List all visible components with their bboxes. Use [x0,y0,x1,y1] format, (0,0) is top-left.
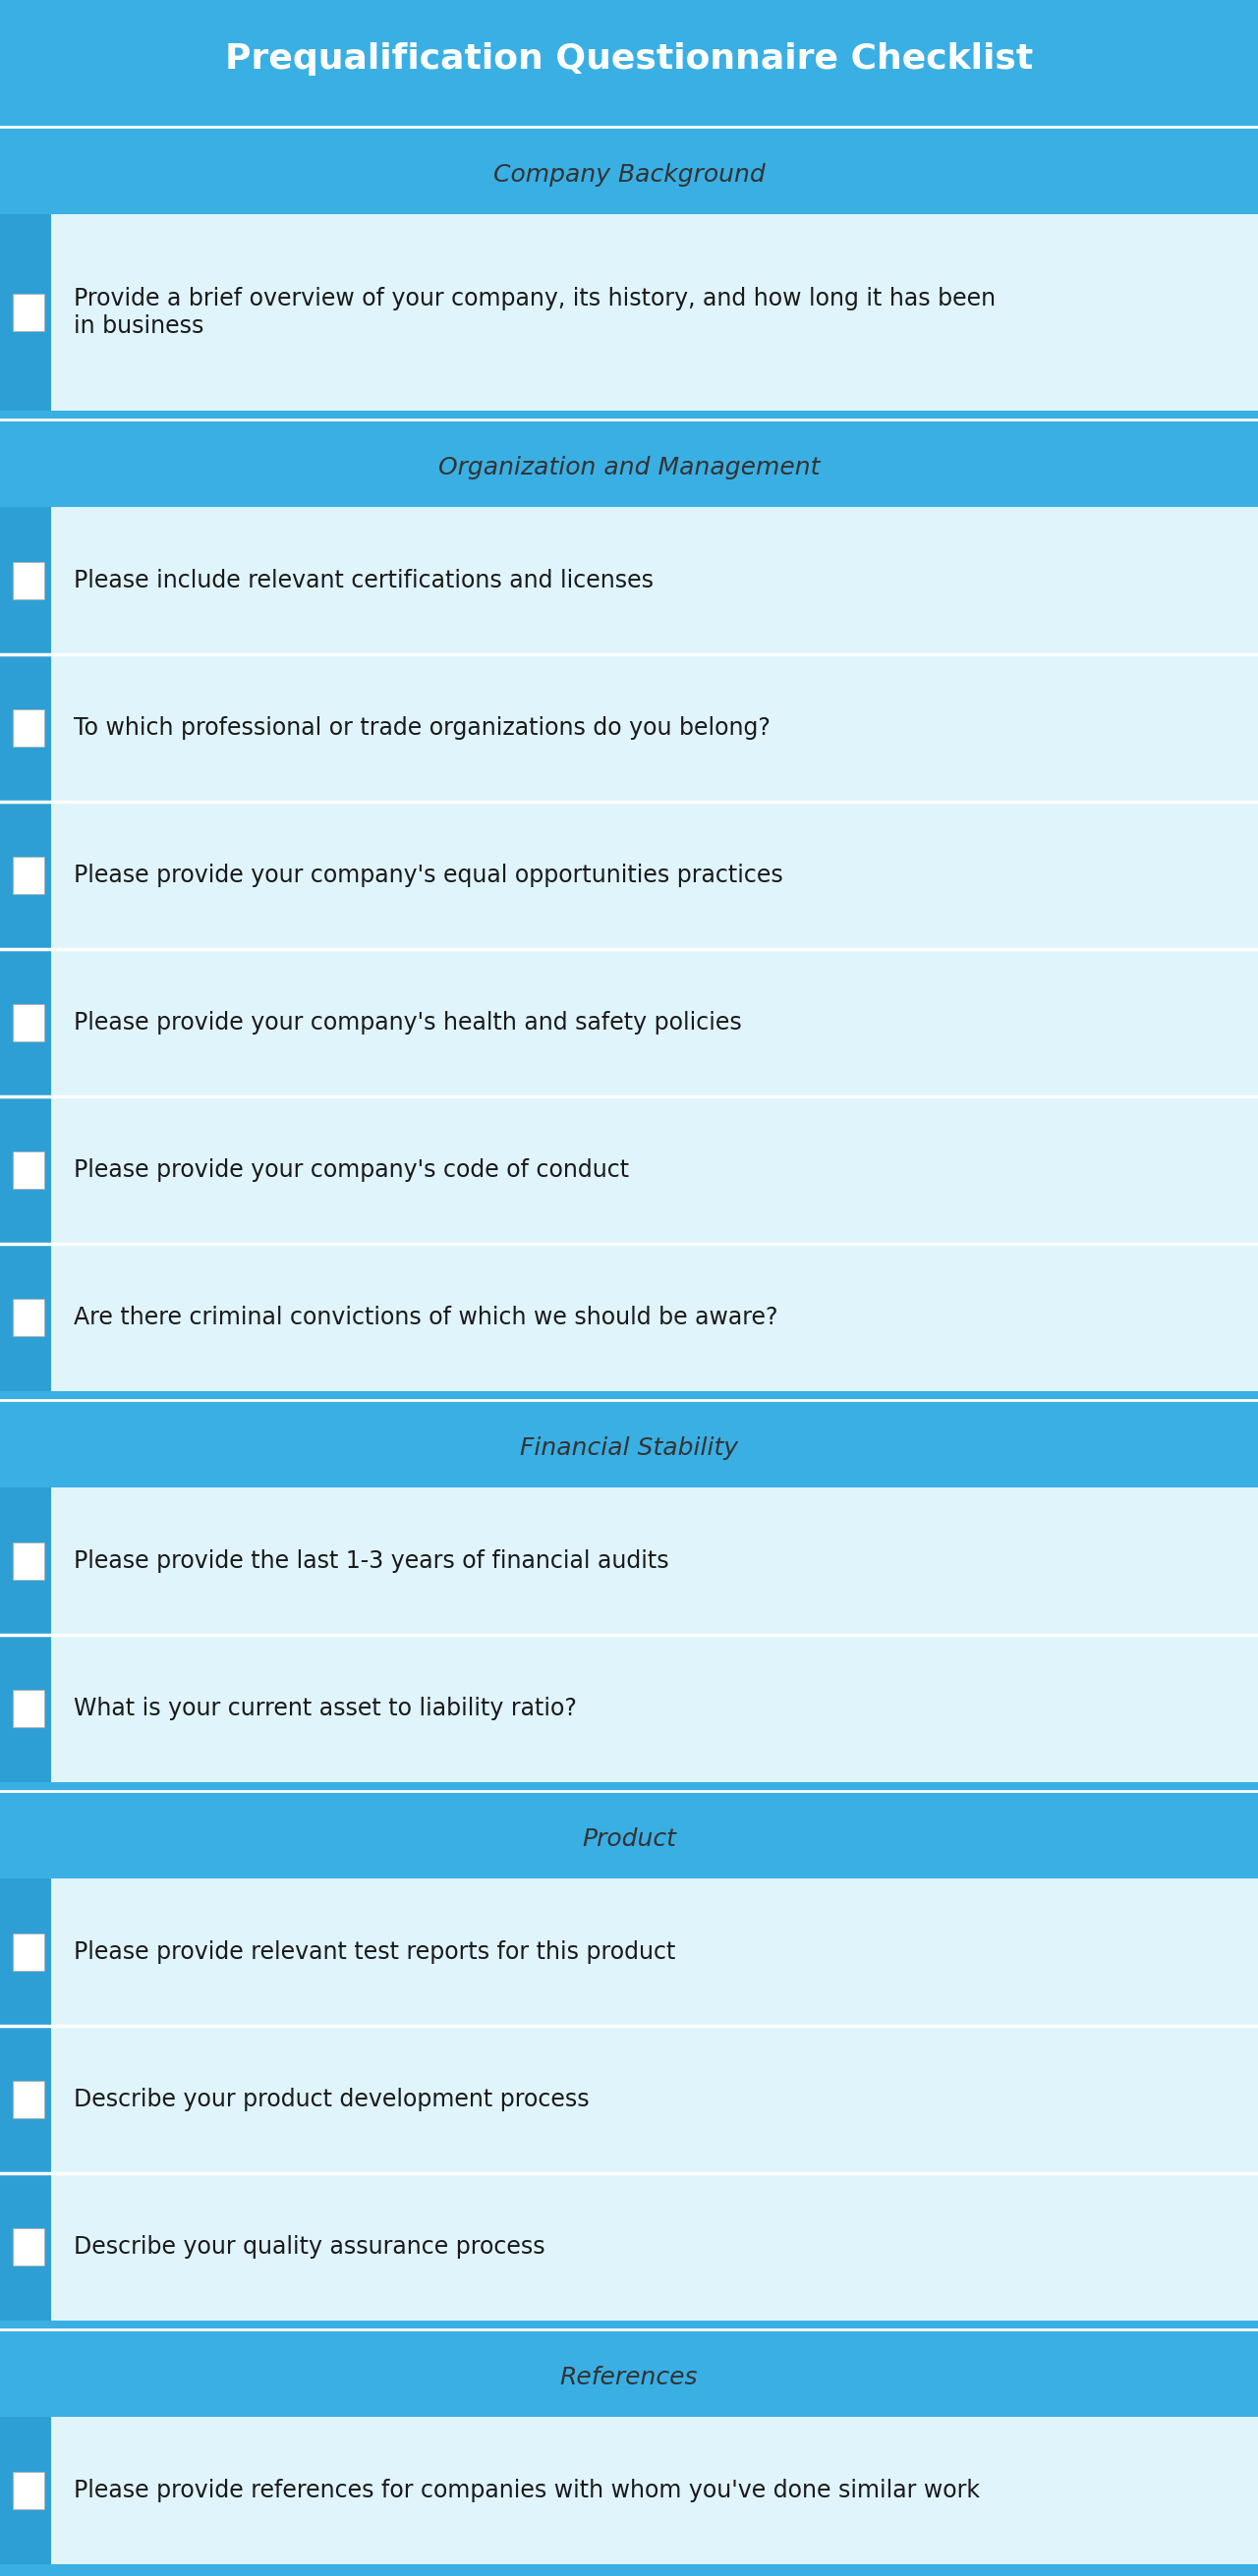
Text: What is your current asset to liability ratio?: What is your current asset to liability … [74,1698,576,1721]
Bar [13,708,44,747]
Bar [0,507,1258,654]
Bar [13,1005,44,1041]
Bar [13,1543,44,1579]
Text: Financial Stability: Financial Stability [520,1437,738,1461]
Text: Please provide your company's code of conduct: Please provide your company's code of co… [74,1159,629,1182]
Bar [0,1486,52,1636]
Bar [0,214,1258,410]
Bar [0,1244,52,1391]
Text: Please provide the last 1-3 years of financial audits: Please provide the last 1-3 years of fin… [74,1548,669,1574]
Bar [0,1391,1258,1409]
Bar [0,1801,1258,1878]
Text: Please provide your company's equal opportunities practices: Please provide your company's equal oppo… [74,863,782,886]
Bar [0,214,52,410]
Bar [13,1690,44,1726]
Bar [0,801,1258,948]
Bar [0,2339,1258,2416]
Bar [0,2321,1258,2339]
Text: Provide a brief overview of your company, its history, and how long it has been
: Provide a brief overview of your company… [74,286,996,337]
Text: Describe your quality assurance process: Describe your quality assurance process [74,2236,545,2259]
Bar [0,428,1258,507]
Text: Please provide references for companies with whom you've done similar work: Please provide references for companies … [74,2478,980,2501]
Text: Prequalification Questionnaire Checklist: Prequalification Questionnaire Checklist [225,41,1033,75]
Bar [13,1151,44,1188]
Bar [13,1298,44,1337]
Text: Are there criminal convictions of which we should be aware?: Are there criminal convictions of which … [74,1306,777,1329]
Bar [0,2025,52,2174]
Bar [0,2174,1258,2321]
Bar [0,801,52,948]
Bar [0,1878,1258,2025]
Bar [0,1097,1258,1244]
Bar [0,1783,1258,1801]
Bar [0,1097,52,1244]
Bar [0,410,1258,428]
Bar [13,2473,44,2509]
Text: Product: Product [582,1826,676,1852]
Bar [0,2416,1258,2563]
Bar [0,2174,52,2321]
Bar [0,2416,52,2563]
Bar [0,118,1258,137]
Bar [13,562,44,600]
Bar [0,1636,52,1783]
Text: To which professional or trade organizations do you belong?: To which professional or trade organizat… [74,716,770,739]
Text: Company Background: Company Background [493,162,765,185]
Text: References: References [560,2365,698,2391]
Text: Describe your product development process: Describe your product development proces… [74,2087,589,2112]
Bar [13,2228,44,2264]
Bar [0,1636,1258,1783]
Bar [13,1935,44,1971]
Bar [0,654,1258,801]
Bar [0,1409,1258,1486]
Text: Please provide your company's health and safety policies: Please provide your company's health and… [74,1010,742,1036]
Bar [0,1244,1258,1391]
Bar [0,1486,1258,1636]
Text: Please provide relevant test reports for this product: Please provide relevant test reports for… [74,1940,676,1963]
Bar [0,948,52,1097]
Bar [0,0,1258,118]
Bar [0,2025,1258,2174]
Bar [0,654,52,801]
Bar [0,137,1258,214]
Bar [13,858,44,894]
Bar [0,1878,52,2025]
Text: Please include relevant certifications and licenses: Please include relevant certifications a… [74,569,654,592]
Bar [0,948,1258,1097]
Text: Organization and Management: Organization and Management [438,456,820,479]
Bar [0,507,52,654]
Bar [13,2081,44,2117]
Bar [13,294,44,332]
